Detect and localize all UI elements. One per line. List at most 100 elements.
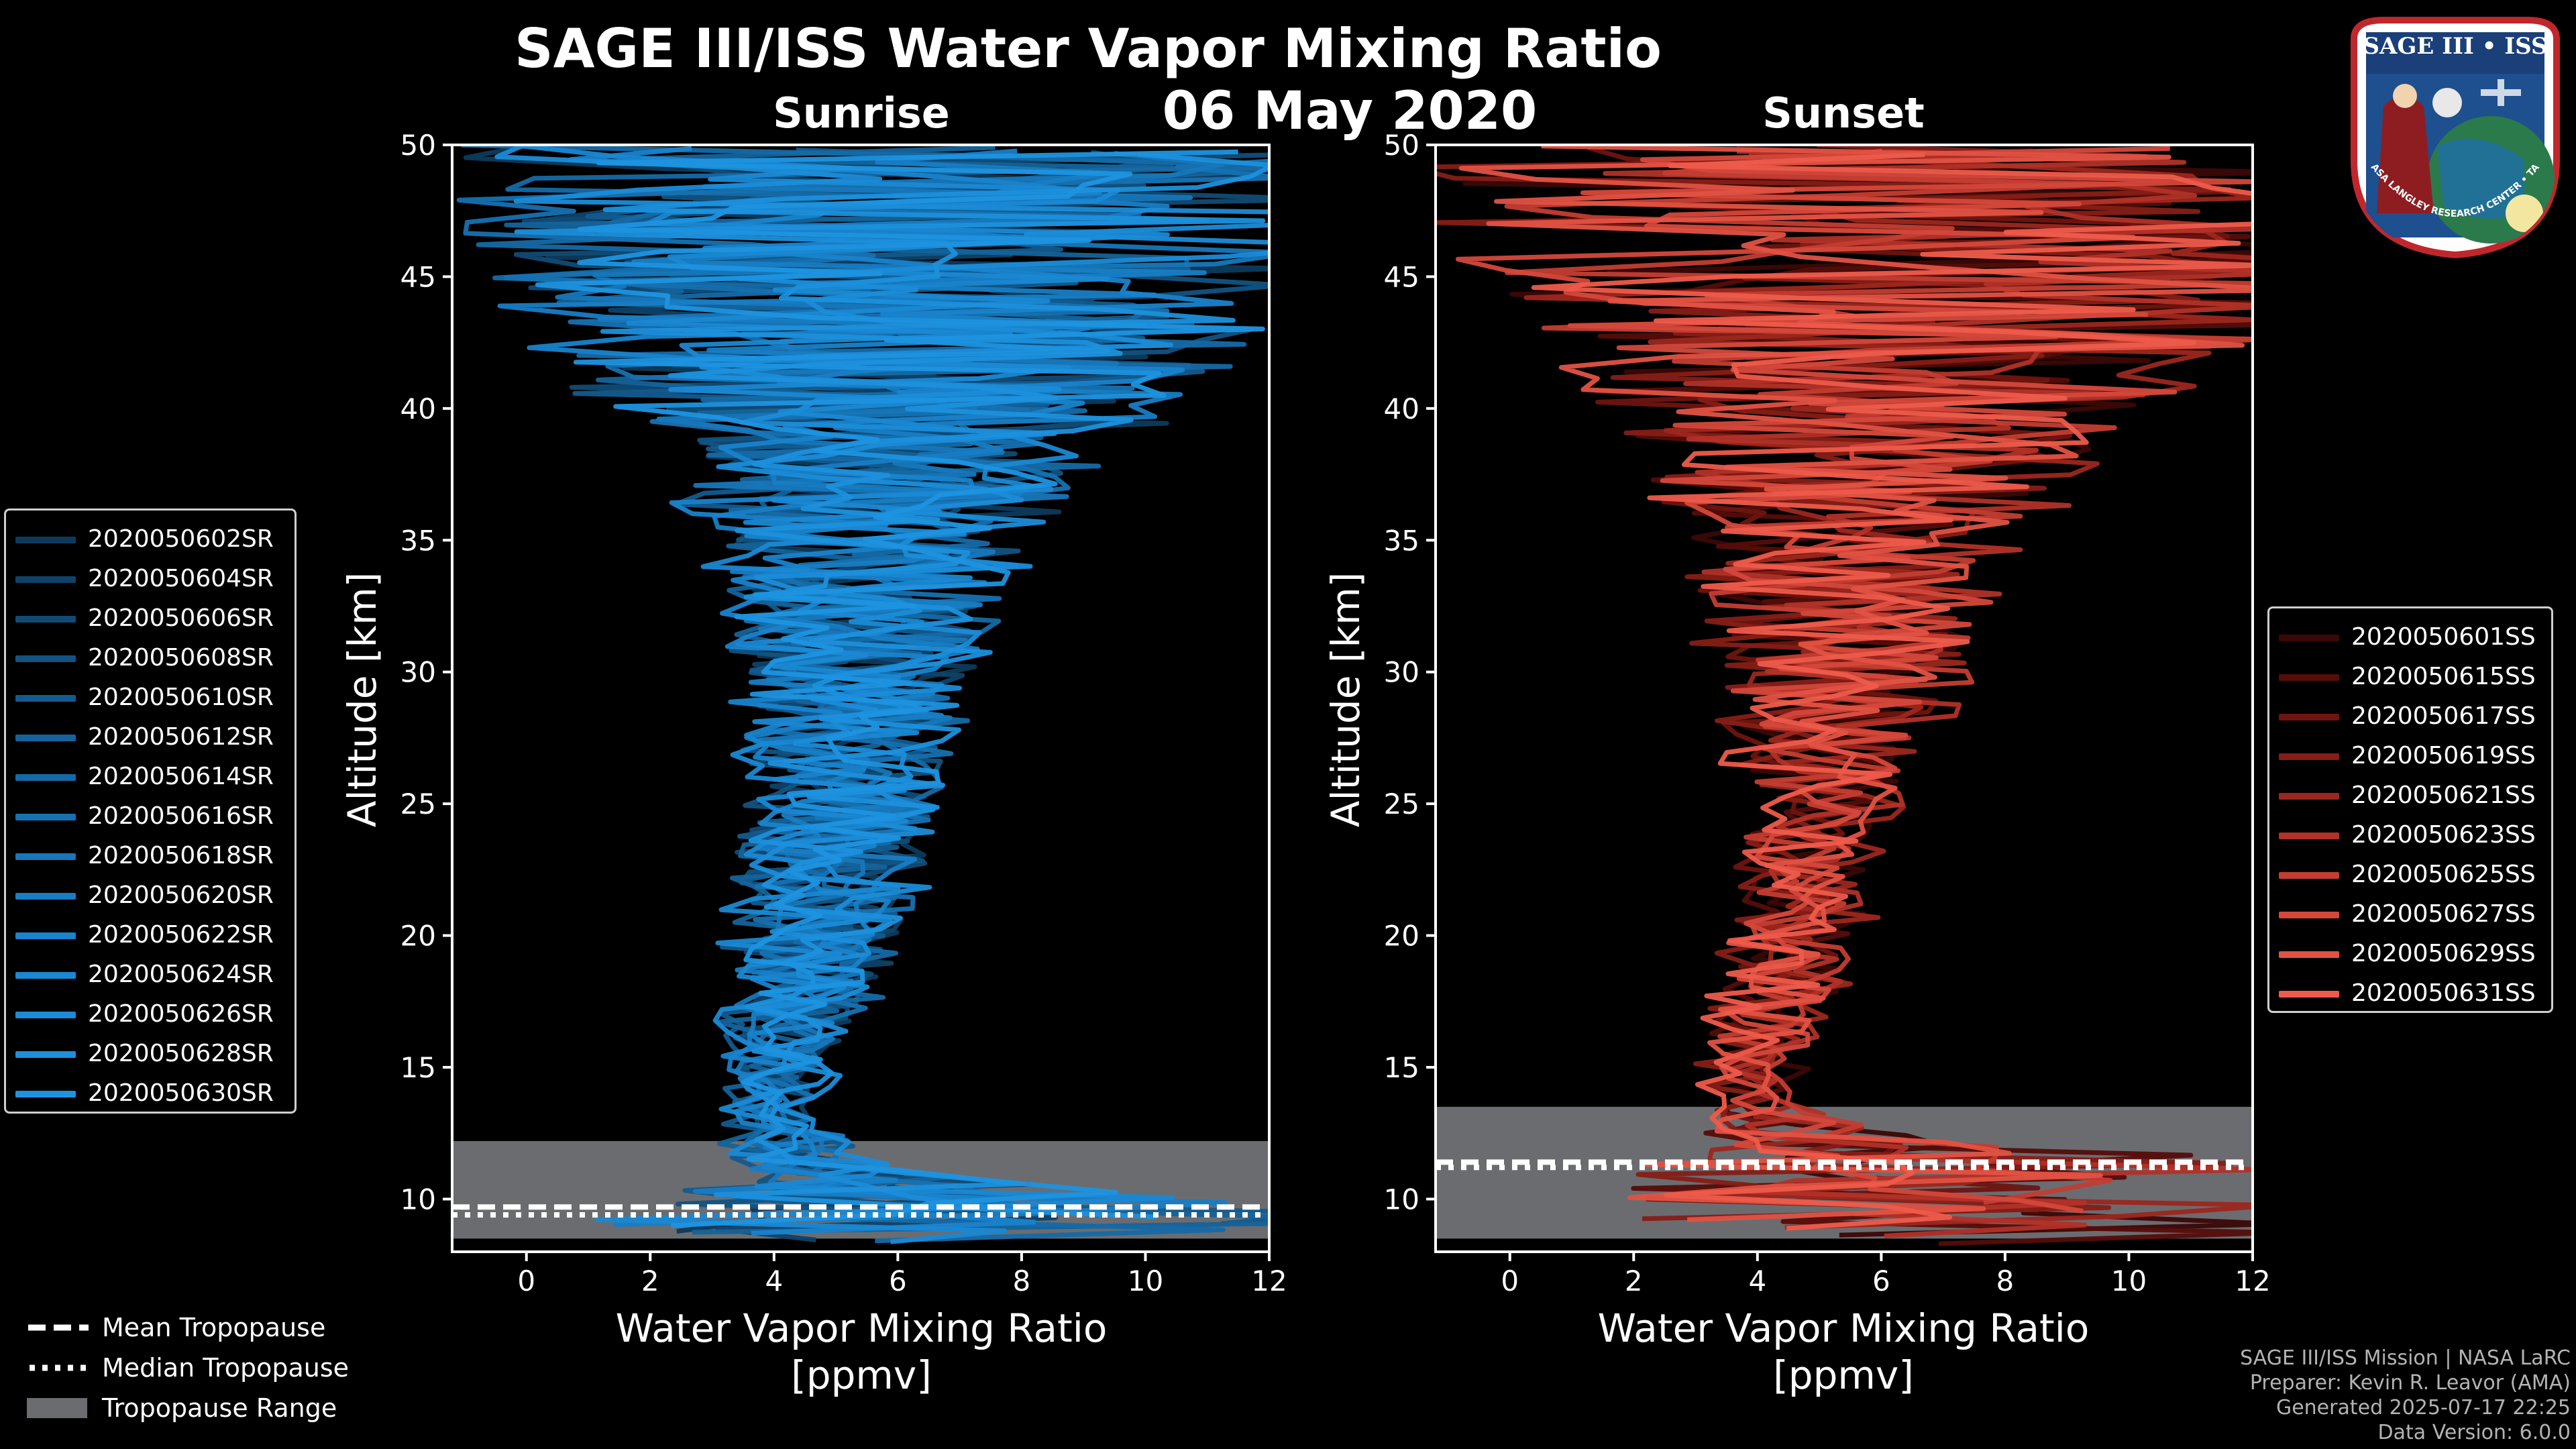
sunset-legend-item: 2020050629SS [2269,934,2551,973]
sunset-ytick-label: 10 [1384,1183,1419,1216]
sunset-xtick-label: 6 [1872,1265,1890,1297]
sunrise-xtick-label: 2 [641,1265,659,1297]
sunrise-legend-label: 2020050630SR [88,1079,274,1107]
figure-date: 06 May 2020 [1163,81,1538,142]
sunrise-ytick-label: 10 [400,1183,436,1216]
sunrise-legend-swatch [15,735,76,741]
sunrise-legend-item: 2020050616SR [6,797,294,836]
sunset-xtick-label: 0 [1501,1265,1519,1297]
sunrise-legend-label: 2020050624SR [88,961,274,988]
sunset-xtick-label: 2 [1625,1265,1643,1297]
sunset-panel: 0 2 4 6 8 10 12 10 15 20 25 30 35 40 45 50 [1384,129,2271,1297]
sunrise-panel: 0 2 4 6 8 10 12 10 15 20 25 30 35 40 45 50 [400,129,1287,1297]
sunset-ytick-label: 40 [1384,392,1419,425]
sunset-ylabel: Altitude [km] [1323,572,1368,827]
sunrise-ylabel: Altitude [km] [339,572,385,827]
sunset-profiles [1436,145,2253,1246]
sunset-legend-item: 2020050619SS [2269,737,2551,775]
sunrise-xtick-label: 10 [1128,1265,1163,1297]
sunrise-legend-item: 2020050618SR [6,837,294,875]
sunset-legend-item: 2020050627SS [2269,895,2551,934]
sunrise-legend-swatch [15,932,76,939]
sunset-legend-label: 2020050619SS [2351,742,2536,769]
sunset-ytick-label: 35 [1384,524,1419,557]
sunrise-legend-swatch [15,1091,76,1097]
sunrise-ytick-label: 35 [400,524,436,557]
sunset-legend-swatch [2279,793,2339,800]
sunset-legend-item: 2020050621SS [2269,776,2551,815]
sunset-legend-swatch [2279,714,2339,720]
mean-tropopause-legend-item: Mean Tropopause [25,1308,428,1347]
sunrise-legend-item: 2020050628SR [6,1034,294,1073]
sunrise-legend-label: 2020050602SR [88,525,274,553]
sunset-legend-swatch [2279,753,2339,760]
sunrise-legend-swatch [15,1012,76,1018]
sunrise-legend-label: 2020050614SR [88,763,274,790]
sunset-legend-label: 2020050617SS [2351,702,2536,730]
sunrise-ytick-label: 40 [400,392,436,425]
tropopause-legend: Mean Tropopause Median Tropopause Tropop… [0,1308,429,1436]
sunrise-panel-title: Sunrise [773,89,950,138]
sunrise-legend-label: 2020050626SR [88,1000,274,1028]
sunset-legend-item: 2020050623SS [2269,816,2551,855]
tropopause-range-legend-item: Tropopause Range [25,1389,428,1428]
sunset-legend-label: 2020050627SS [2351,900,2536,928]
sunset-ytick-label: 30 [1384,656,1419,689]
sunrise-legend-item: 2020050624SR [6,955,294,994]
sunset-legend-swatch [2279,912,2339,918]
sunset-legend-item: 2020050615SS [2269,657,2551,696]
sunset-legend-label: 2020050625SS [2351,861,2536,888]
sunrise-legend-swatch [15,774,76,781]
sunrise-legend-swatch [15,695,76,702]
sunrise-xtick-label: 6 [889,1265,907,1297]
footer-mission: SAGE III/ISS Mission | NASA LaRC [2240,1346,2571,1370]
sunrise-profile-2020050630SR [535,149,1265,1228]
sunrise-xlabel-line1: Water Vapor Mixing Ratio [616,1305,1108,1351]
sunset-xtick-label: 4 [1748,1265,1766,1297]
sunset-legend-swatch [2279,951,2339,958]
sunrise-legend-label: 2020050616SR [88,802,274,830]
sunrise-legend-label: 2020050604SR [88,565,274,592]
sunset-legend-swatch [2279,635,2339,641]
sunrise-legend: 2020050602SR 2020050604SR 2020050606SR 2020… [4,508,297,1114]
sunrise-ytick-label: 45 [400,260,436,293]
sunset-xtick-label: 12 [2235,1265,2270,1297]
sunset-legend-swatch [2279,833,2339,839]
sunrise-legend-item: 2020050614SR [6,757,294,796]
sunrise-ytick-label: 20 [400,920,436,953]
sunset-legend-item: 2020050625SS [2269,855,2551,894]
sunrise-ytick-label: 25 [400,788,436,820]
sunset-legend-item: 2020050601SS [2269,618,2551,657]
patch-title: SAGE III • ISS [2363,33,2547,60]
sunset-legend-swatch [2279,674,2339,681]
sage-mission-patch-logo: SAGE III • ISS BALL • NASA LANGLEY RESEA… [2343,12,2560,259]
footer-version: Data Version: 6.0.0 [2377,1421,2571,1444]
sunset-ytick-label: 15 [1384,1051,1419,1084]
sunset-legend-label: 2020050623SS [2351,821,2536,849]
figure-title: SAGE III/ISS Water Vapor Mixing Ratio [515,17,1662,80]
sunset-legend-label: 2020050601SS [2351,623,2536,651]
sunrise-legend-swatch [15,814,76,820]
patch-sun-icon [2506,195,2543,232]
sunrise-profile-2020050628SR [514,152,1269,1220]
sunrise-legend-item: 2020050602SR [6,520,294,559]
sunrise-legend-label: 2020050608SR [88,644,274,672]
sunrise-legend-label: 2020050618SR [88,842,274,869]
sunrise-legend-label: 2020050628SR [88,1040,274,1067]
sunrise-legend-item: 2020050612SR [6,718,294,757]
sunset-ytick-label: 45 [1384,260,1419,293]
sunset-ytick-label: 25 [1384,788,1419,820]
sunrise-legend-swatch [15,972,76,979]
sunset-plot-frame [1434,144,2254,1253]
sunset-legend-label: 2020050615SS [2351,663,2536,690]
sunset-ytick-label: 20 [1384,920,1419,953]
sunset-legend-swatch [2279,991,2339,998]
footer-preparer: Preparer: Kevin R. Leavor (AMA) [2249,1371,2571,1395]
sunrise-xtick-label: 8 [1013,1265,1031,1297]
sunrise-legend-item: 2020050606SR [6,599,294,638]
sunrise-legend-swatch [15,616,76,623]
sunrise-legend-label: 2020050612SR [88,723,274,751]
sunset-legend: 2020050601SS 2020050615SS 2020050617SS 2020… [2267,606,2553,1013]
sunrise-legend-label: 2020050622SR [88,921,274,949]
